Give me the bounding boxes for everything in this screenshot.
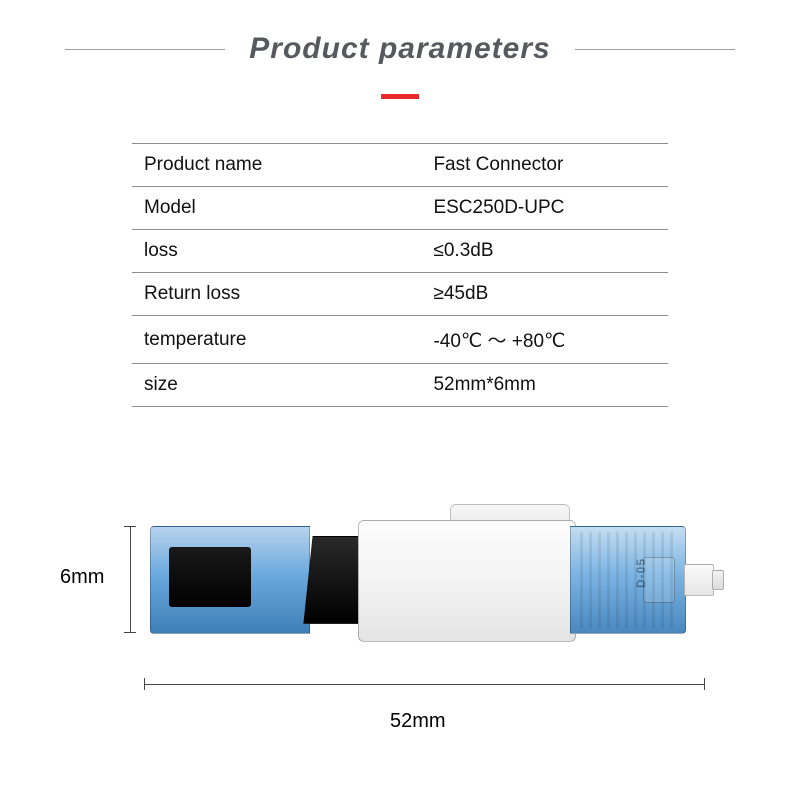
height-tick-icon (124, 526, 136, 527)
product-diagram: 6mm D-05 52mm (60, 514, 740, 774)
param-value: ≤0.3dB (421, 230, 668, 273)
param-label: temperature (132, 316, 421, 364)
param-value: Fast Connector (421, 144, 668, 187)
title-rule-right (575, 49, 735, 50)
title-row: Product parameters (0, 0, 800, 66)
table-row: size 52mm*6mm (132, 364, 668, 407)
accent-bar (381, 94, 419, 99)
height-tick-icon (124, 632, 136, 633)
width-dimension-label: 52mm (390, 710, 446, 733)
parameters-tbody: Product name Fast Connector Model ESC250… (132, 144, 668, 407)
param-label: loss (132, 230, 421, 273)
connector-illustration: D-05 (150, 526, 710, 634)
param-label: Return loss (132, 273, 421, 316)
param-label: Product name (132, 144, 421, 187)
table-row: Model ESC250D-UPC (132, 187, 668, 230)
page-title: Product parameters (225, 32, 574, 66)
param-label: Model (132, 187, 421, 230)
param-value: ≥45dB (421, 273, 668, 316)
parameters-table: Product name Fast Connector Model ESC250… (132, 143, 668, 407)
width-tick-icon (704, 678, 705, 690)
connector-tip (684, 564, 714, 596)
height-dimension-label: 6mm (60, 566, 104, 589)
param-value: ESC250D-UPC (421, 187, 668, 230)
table-row: Product name Fast Connector (132, 144, 668, 187)
connector-emboss-text: D-05 (634, 558, 648, 588)
connector-blue-right (570, 526, 686, 634)
height-dimension-line (130, 526, 131, 632)
connector-tip-end (712, 570, 724, 590)
param-label: size (132, 364, 421, 407)
width-tick-icon (144, 678, 145, 690)
param-value: -40℃ ～ +80℃ (421, 316, 668, 364)
table-row: Return loss ≥45dB (132, 273, 668, 316)
connector-white-body (358, 520, 576, 642)
table-row: loss ≤0.3dB (132, 230, 668, 273)
title-rule-left (65, 49, 225, 50)
connector-blue-left (150, 526, 310, 634)
width-dimension-line (144, 684, 704, 685)
param-value: 52mm*6mm (421, 364, 668, 407)
table-row: temperature -40℃ ～ +80℃ (132, 316, 668, 364)
